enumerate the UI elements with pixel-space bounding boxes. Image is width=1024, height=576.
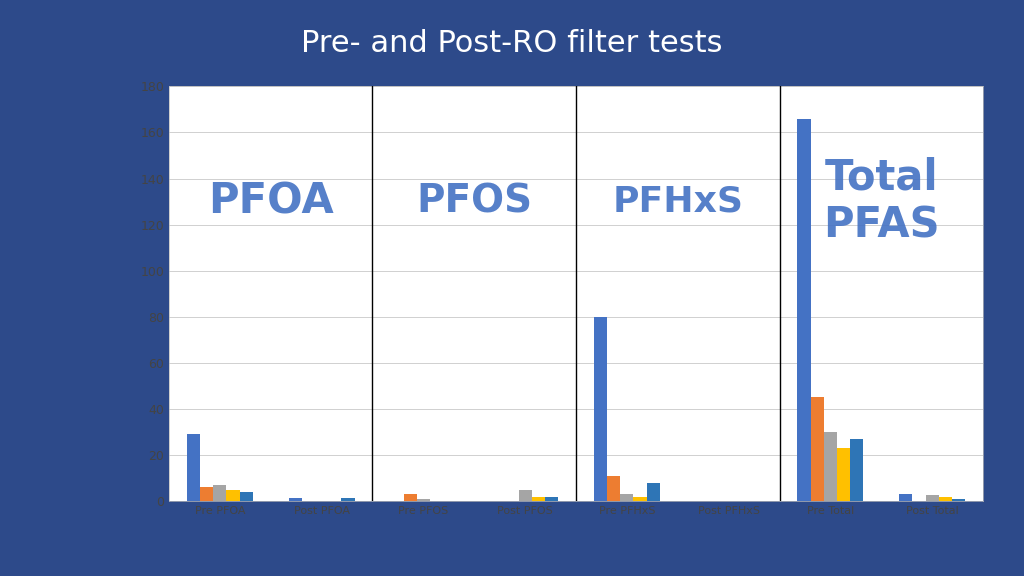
Bar <box>594 317 607 501</box>
Bar <box>240 492 253 501</box>
Text: PFHxS: PFHxS <box>612 184 743 219</box>
Bar <box>837 448 850 501</box>
Bar <box>200 487 213 501</box>
Bar <box>899 494 912 501</box>
Bar <box>621 494 634 501</box>
Bar <box>289 498 302 501</box>
Bar <box>226 490 240 501</box>
Text: PFOS: PFOS <box>416 183 532 221</box>
Text: Pre- and Post-RO filter tests: Pre- and Post-RO filter tests <box>301 29 723 58</box>
Bar <box>811 397 823 501</box>
Bar <box>403 494 417 501</box>
Bar <box>952 499 966 501</box>
Text: Total
PFAS: Total PFAS <box>823 156 940 247</box>
Bar <box>545 497 558 501</box>
Bar <box>518 490 531 501</box>
Bar <box>213 485 226 501</box>
Bar <box>926 495 939 501</box>
Bar <box>531 497 545 501</box>
Bar <box>798 119 811 501</box>
Text: PFOA: PFOA <box>208 181 334 222</box>
Bar <box>417 499 430 501</box>
Bar <box>607 476 621 501</box>
Bar <box>823 432 837 501</box>
Bar <box>341 498 354 501</box>
Bar <box>647 483 659 501</box>
Bar <box>850 439 863 501</box>
Bar <box>939 497 952 501</box>
Bar <box>186 434 200 501</box>
Bar <box>634 497 647 501</box>
